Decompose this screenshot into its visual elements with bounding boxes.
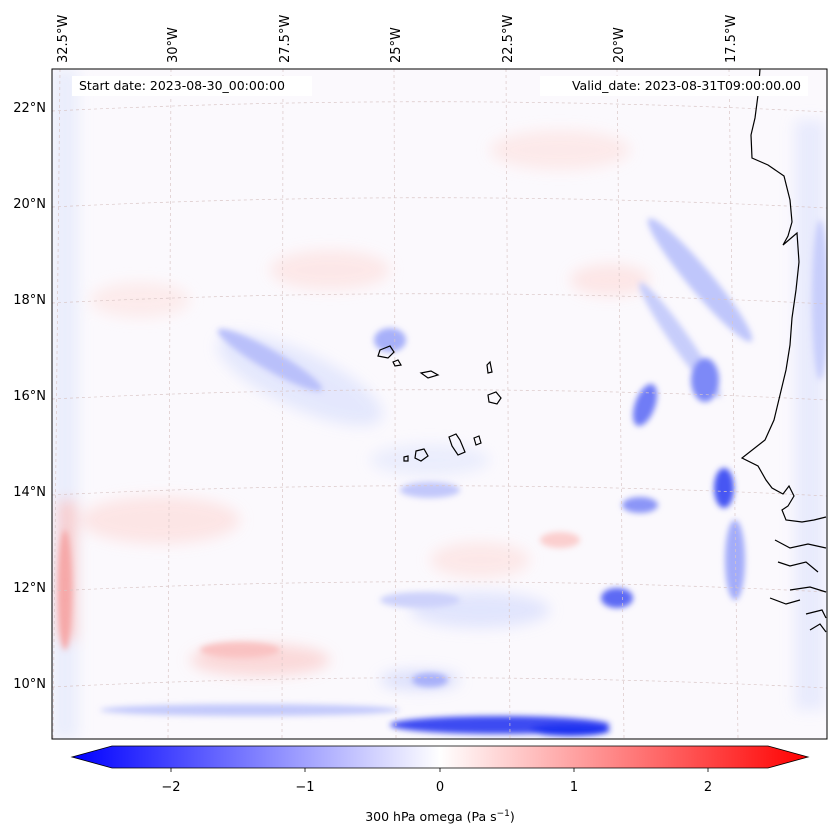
lon-label: 20°W	[612, 27, 627, 63]
date-labels: Start date: 2023-08-30_00:00:00 Valid_da…	[72, 76, 808, 96]
cape-verde-islands	[377, 345, 502, 462]
coastlines	[377, 69, 827, 633]
lon-label: 17.5°W	[724, 15, 739, 63]
lat-label: 14°N	[13, 485, 46, 500]
colorbar-ticks	[170, 768, 709, 772]
lat-label: 18°N	[13, 293, 46, 308]
colorbar-label-text: 300 hPa omega (Pa s	[365, 809, 496, 824]
valid-date-box	[540, 76, 808, 96]
colorbar-label-close: )	[510, 809, 515, 824]
lon-label: 25°W	[389, 27, 404, 63]
colorbar-tick-label: −1	[295, 780, 314, 795]
valid-date-label: Valid_date: 2023-08-31T09:00:00.00	[572, 78, 801, 93]
latitude-labels: 22°N 20°N 18°N 16°N 14°N 12°N 10°N	[13, 101, 46, 692]
map-panel: Start date: 2023-08-30_00:00:00 Valid_da…	[51, 68, 828, 740]
lon-label: 32.5°W	[56, 15, 71, 63]
lon-label: 30°W	[166, 27, 181, 63]
start-date-box	[72, 76, 312, 96]
graticule	[52, 69, 827, 739]
colorbar-label: 300 hPa omega (Pa s−1)	[365, 809, 515, 824]
lat-label: 10°N	[13, 677, 46, 692]
colorbar-tick-label: 2	[704, 780, 712, 795]
omega-field	[52, 69, 827, 739]
colorbar: −2 −1 0 1 2 300 hPa omega (Pa s−1)	[70, 745, 810, 824]
map-background	[52, 69, 827, 739]
colorbar-tick-label: 1	[570, 780, 578, 795]
lat-label: 16°N	[13, 389, 46, 404]
colorbar-body	[70, 745, 810, 769]
start-date-label: Start date: 2023-08-30_00:00:00	[79, 78, 285, 93]
colorbar-tick-label: 0	[436, 780, 444, 795]
lat-label: 12°N	[13, 581, 46, 596]
colorbar-tick-label: −2	[161, 780, 180, 795]
lon-label: 27.5°W	[278, 15, 293, 63]
longitude-labels: 32.5°W 30°W 27.5°W 25°W 22.5°W 20°W 17.5…	[56, 15, 739, 63]
map-frame	[51, 68, 828, 740]
lat-label: 20°N	[13, 197, 46, 212]
lat-label: 22°N	[13, 101, 46, 116]
lon-label: 22.5°W	[501, 15, 516, 63]
colorbar-label-exponent: −1	[497, 809, 510, 819]
africa-coastline	[740, 69, 827, 633]
